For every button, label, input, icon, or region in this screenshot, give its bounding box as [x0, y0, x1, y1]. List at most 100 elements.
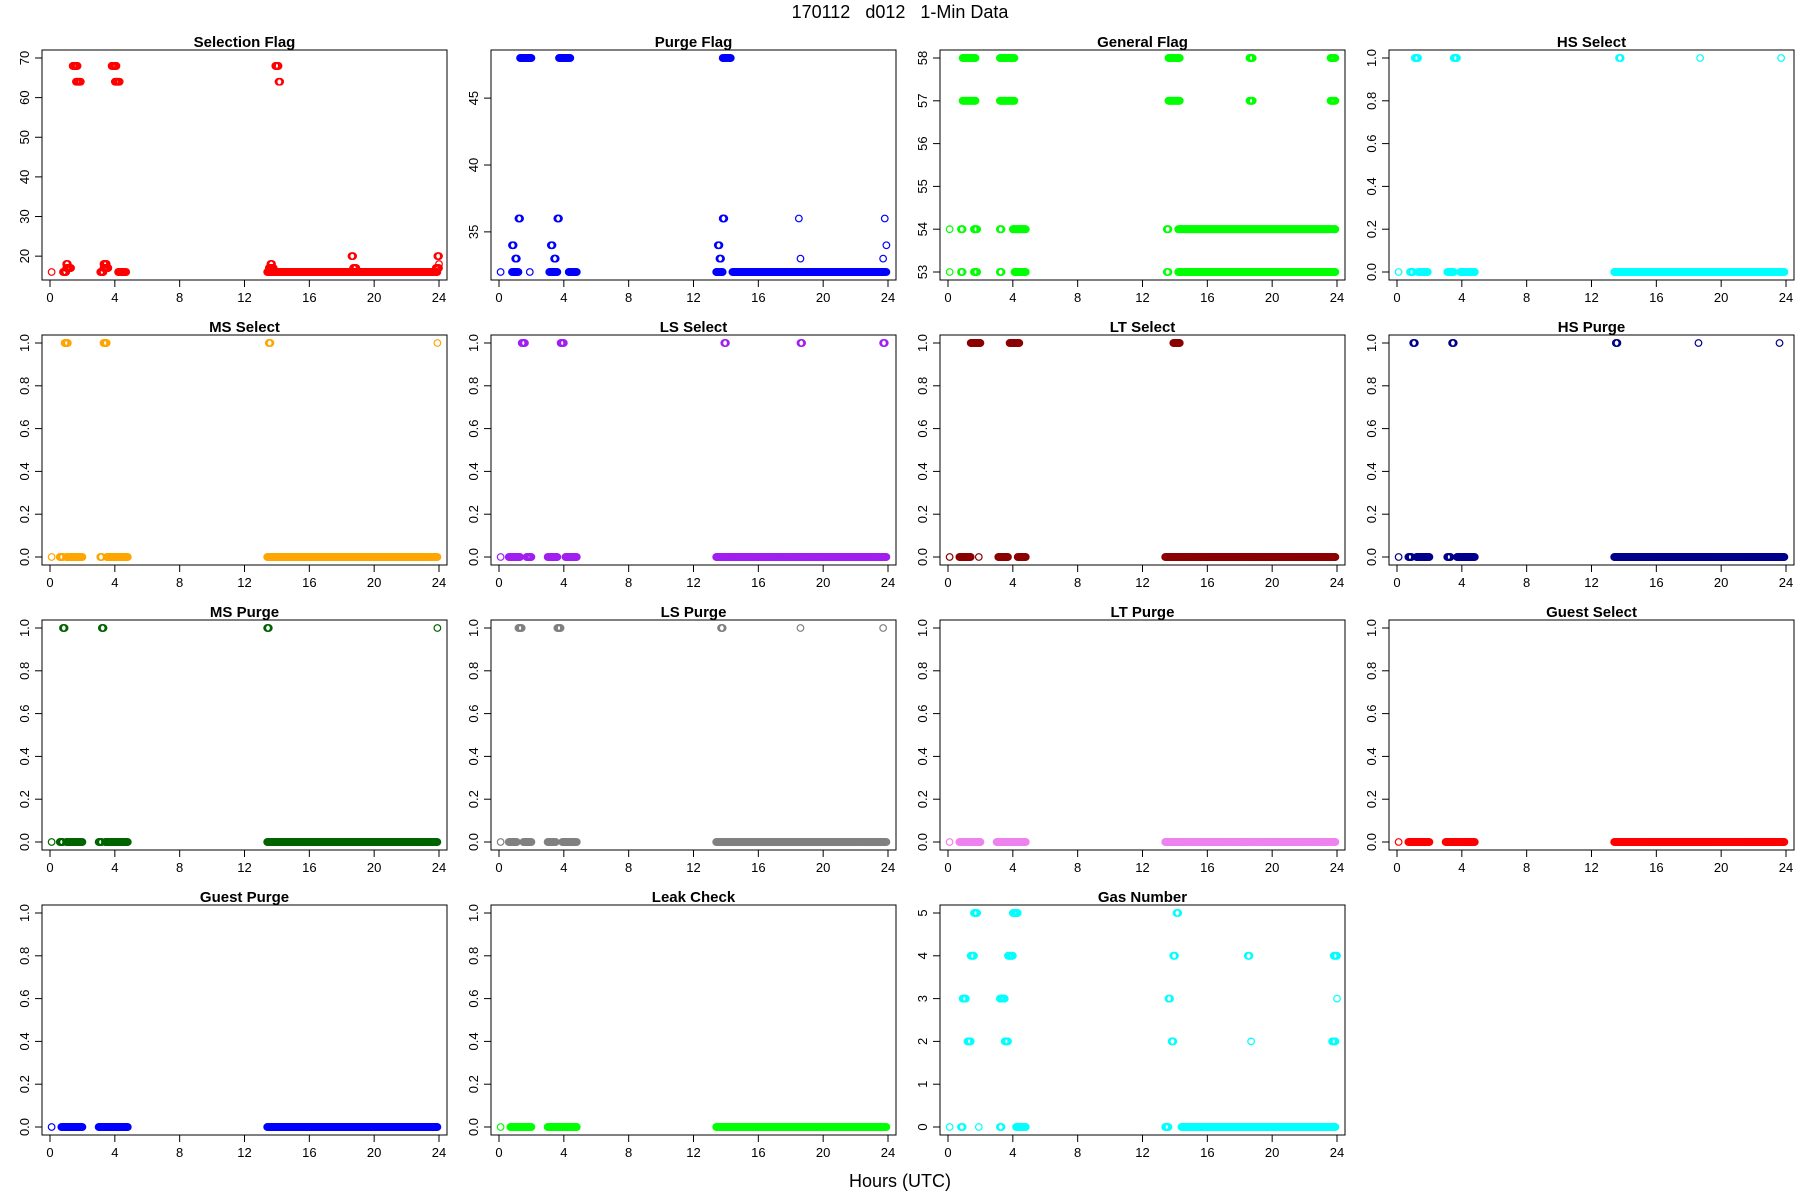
panel-title: Purge Flag: [655, 34, 733, 51]
plot-frame: [490, 49, 897, 281]
y-tick-label: 35: [466, 225, 481, 239]
data-point: [435, 260, 443, 268]
y-tick-label: 1.0: [1364, 334, 1379, 352]
data-point: [76, 77, 85, 86]
x-tick-label: 16: [1200, 290, 1214, 305]
y-tick-label: 0.2: [466, 790, 481, 808]
data-point: [1015, 339, 1024, 347]
data-point: [566, 54, 575, 62]
plot-frame: [41, 49, 448, 281]
y-tick-label: 0.4: [466, 747, 481, 765]
x-tick-label: 8: [625, 575, 632, 590]
y-tick-label: 0.6: [915, 420, 930, 438]
data-point: [102, 260, 111, 268]
data-point: [1394, 553, 1403, 561]
data-point: [559, 339, 568, 347]
x-tick-label: 8: [176, 290, 183, 305]
data-point: [433, 553, 442, 561]
data-point: [1780, 268, 1789, 276]
x-tick-label: 0: [46, 290, 53, 305]
y-tick-label: 0.4: [915, 462, 930, 480]
data-point: [496, 838, 505, 846]
x-tick-label: 24: [1330, 290, 1344, 305]
y-tick-label: 40: [17, 170, 32, 184]
y-tick-label: 0.4: [1364, 177, 1379, 195]
data-point: [435, 264, 443, 272]
data-point: [548, 241, 557, 250]
y-tick-label: 0.6: [17, 705, 32, 723]
y-tick-label: 0.6: [1364, 420, 1379, 438]
x-tick-label: 8: [176, 575, 183, 590]
x-tick-label: 0: [944, 575, 951, 590]
y-tick-label: 40: [466, 158, 481, 172]
x-tick-label: 8: [1074, 575, 1081, 590]
x-tick-label: 4: [560, 575, 567, 590]
data-point: [1777, 54, 1786, 62]
data-point: [496, 553, 505, 561]
y-tick-label: 0.4: [17, 747, 32, 765]
data-point: [1775, 339, 1784, 347]
x-tick-label: 12: [1135, 575, 1149, 590]
data-point: [958, 268, 967, 276]
x-tick-label: 24: [881, 860, 895, 875]
data-point: [47, 553, 56, 561]
panel-title: HS Select: [1557, 34, 1626, 51]
data-point: [720, 214, 729, 223]
x-tick-label: 12: [1584, 290, 1598, 305]
data-point: [1164, 225, 1173, 234]
x-tick-label: 12: [686, 290, 700, 305]
data-point: [274, 62, 283, 70]
y-tick-label: 0.8: [17, 662, 32, 680]
data-point: [1004, 553, 1012, 561]
data-point: [882, 268, 891, 276]
x-tick-label: 0: [1393, 290, 1400, 305]
x-tick-label: 8: [1074, 290, 1081, 305]
x-tick-label: 12: [237, 860, 251, 875]
y-tick-label: 0.6: [466, 705, 481, 723]
y-tick-label: 0.2: [466, 505, 481, 523]
data-point: [1175, 54, 1184, 62]
data-point: [945, 268, 954, 276]
y-tick-label: 0.0: [17, 548, 32, 566]
data-point: [1394, 268, 1403, 276]
data-point: [1453, 54, 1461, 62]
data-point: [1616, 54, 1625, 62]
y-tick-label: 58: [915, 51, 930, 65]
data-point: [1331, 96, 1340, 105]
data-point: [1248, 54, 1257, 62]
y-tick-label: 1.0: [466, 334, 481, 352]
y-tick-label: 0.8: [466, 662, 481, 680]
data-point: [433, 339, 442, 347]
x-tick-label: 24: [432, 860, 446, 875]
data-point: [718, 268, 727, 276]
y-tick-label: 50: [17, 130, 32, 144]
data-point: [882, 241, 891, 250]
series-points: [496, 339, 891, 561]
data-point: [1470, 268, 1479, 276]
y-tick-label: 60: [17, 90, 32, 104]
data-point: [880, 214, 889, 223]
data-point: [1248, 96, 1257, 105]
x-tick-label: 20: [1265, 575, 1279, 590]
series-points: [496, 624, 891, 846]
data-point: [973, 268, 982, 276]
x-tick-label: 24: [881, 575, 895, 590]
y-tick-label: 0.2: [915, 505, 930, 523]
plot-frame: [1388, 334, 1795, 566]
data-point: [722, 339, 730, 347]
y-tick-label: 56: [915, 136, 930, 150]
data-point: [1010, 96, 1019, 105]
data-point: [1175, 96, 1184, 105]
plot-frame: [1388, 49, 1795, 281]
data-point: [435, 252, 443, 261]
data-point: [527, 54, 536, 62]
data-point: [512, 254, 521, 263]
x-tick-label: 4: [111, 290, 118, 305]
series-points: [1394, 339, 1789, 561]
y-tick-label: 0.8: [1364, 92, 1379, 110]
data-point: [976, 339, 985, 347]
y-tick-label: 0.4: [1364, 462, 1379, 480]
panel-title: MS Purge: [210, 604, 279, 621]
